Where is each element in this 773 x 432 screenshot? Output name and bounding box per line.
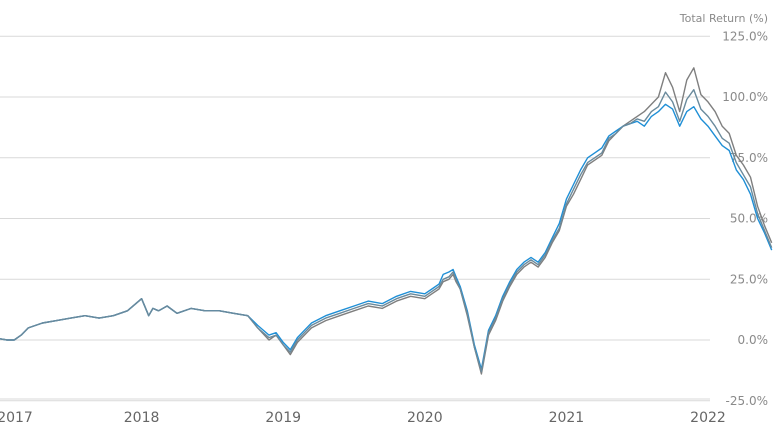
x-tick-label: 2022 xyxy=(690,410,726,426)
gridlines xyxy=(0,35,710,402)
y-tick-label: 0.0% xyxy=(738,333,769,347)
y-tick-label: 100.0% xyxy=(722,90,768,104)
x-tick-label: 2021 xyxy=(549,410,585,426)
x-tick-labels: 2017 2018 2019 2020 2021 2022 xyxy=(0,410,726,426)
x-tick-label: 2020 xyxy=(407,410,443,426)
y-tick-labels: -25.0%0.0%25.0%50.0%75.0%100.0%125.0% xyxy=(722,29,768,408)
series-line xyxy=(0,89,773,373)
y-tick-label: -25.0% xyxy=(726,394,768,408)
y-axis-label: Total Return (%) xyxy=(679,12,768,25)
y-tick-label: 75.0% xyxy=(730,151,768,165)
y-tick-label: 125.0% xyxy=(722,29,768,43)
x-tick-label: 2017 xyxy=(0,410,33,426)
series-line xyxy=(0,103,773,370)
x-tick-label: 2019 xyxy=(265,410,301,426)
y-tick-label: 25.0% xyxy=(730,272,768,286)
x-tick-label: 2018 xyxy=(124,410,160,426)
series-lines xyxy=(0,67,773,375)
